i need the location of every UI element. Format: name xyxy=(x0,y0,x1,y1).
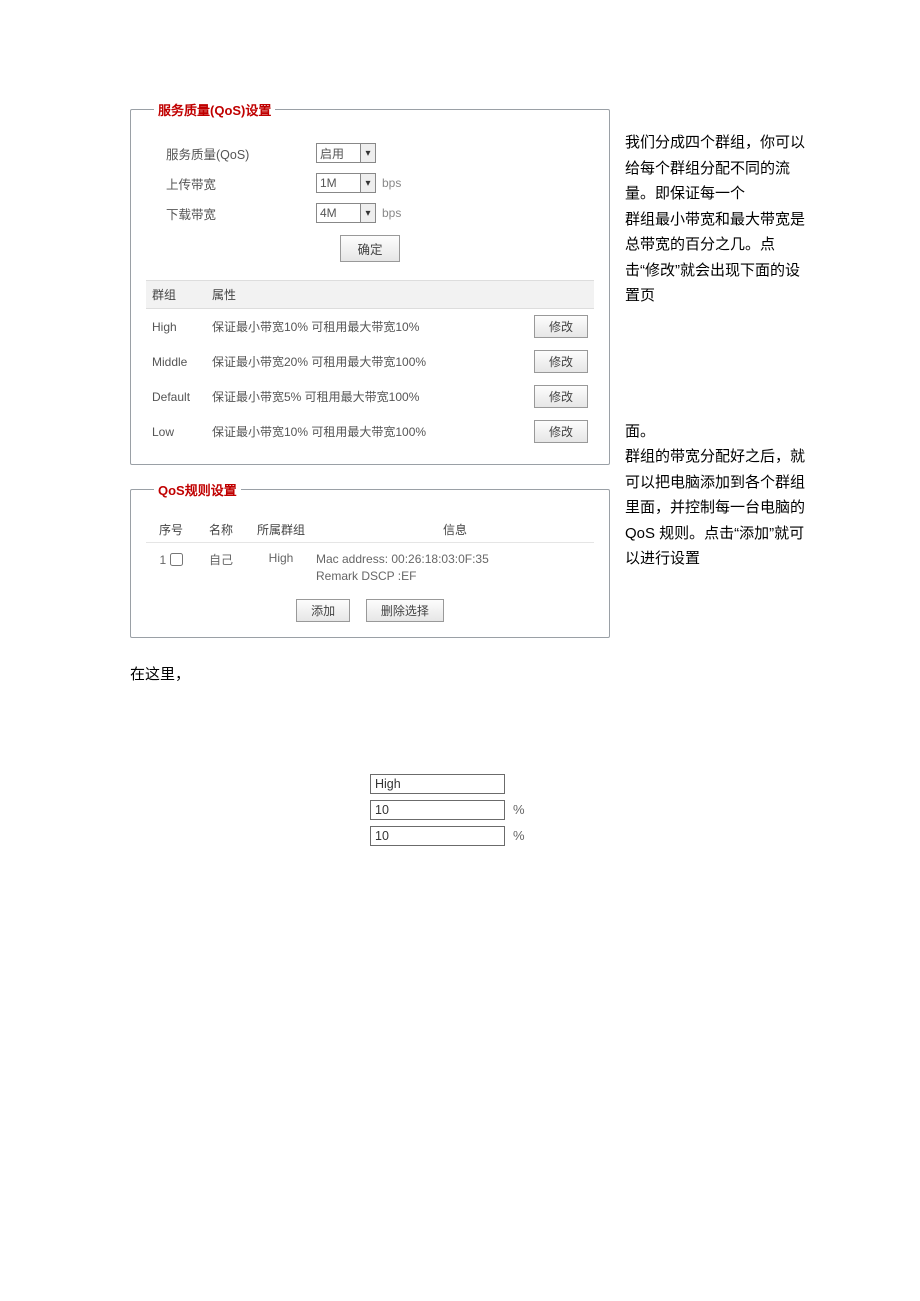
qos-settings-panel: 服务质量(QoS)设置 服务质量(QoS) 启用 ▾ 上传带宽 1M ▾ bps… xyxy=(130,100,610,465)
add-button[interactable]: 添加 xyxy=(296,599,350,622)
side-p4: 群组的带宽分配好之后，就可以把电脑添加到各个群组里面，并控制每一台电脑的QoS … xyxy=(625,444,805,572)
upload-bw-unit: bps xyxy=(382,176,401,190)
upload-bw-row: 上传带宽 1M ▾ bps xyxy=(166,173,594,193)
rules-row: 1 自己 High Mac address: 00:26:18:03:0F:35… xyxy=(146,549,594,593)
modify-button[interactable]: 修改 xyxy=(534,420,588,443)
upload-bw-label: 上传带宽 xyxy=(166,174,316,193)
rule-name: 自己 xyxy=(196,551,246,568)
table-row: High 保证最小带宽10% 可租用最大带宽10% 修改 xyxy=(146,309,594,345)
qos-enable-value: 启用 xyxy=(320,145,344,162)
rule-no: 1 xyxy=(159,553,166,567)
download-bw-select[interactable]: 4M ▾ xyxy=(316,203,376,223)
chevron-down-icon: ▾ xyxy=(360,144,375,162)
percent-label: % xyxy=(513,828,525,843)
group-name: Default xyxy=(146,379,206,414)
qos-enable-select[interactable]: 启用 ▾ xyxy=(316,143,376,163)
rules-header: 序号 名称 所属群组 信息 xyxy=(146,517,594,543)
rule-checkbox[interactable] xyxy=(170,553,183,566)
qos-enable-row: 服务质量(QoS) 启用 ▾ xyxy=(166,143,594,163)
delete-selected-button[interactable]: 删除选择 xyxy=(366,599,444,622)
percent-label: % xyxy=(513,802,525,817)
group-desc: 保证最小带宽20% 可租用最大带宽100% xyxy=(206,344,514,379)
download-bw-label: 下载带宽 xyxy=(166,204,316,223)
table-row: Middle 保证最小带宽20% 可租用最大带宽100% 修改 xyxy=(146,344,594,379)
side-p3: 面。 xyxy=(625,419,805,445)
group-name: High xyxy=(146,309,206,345)
modify-button[interactable]: 修改 xyxy=(534,350,588,373)
table-row: Low 保证最小带宽10% 可租用最大带宽100% 修改 xyxy=(146,414,594,449)
group-name: Middle xyxy=(146,344,206,379)
below-text: 在这里， xyxy=(130,663,920,684)
qos-settings-legend: 服务质量(QoS)设置 xyxy=(154,100,275,119)
group-desc: 保证最小带宽10% 可租用最大带宽10% xyxy=(206,309,514,345)
rules-th-no: 序号 xyxy=(146,521,196,538)
qos-rules-legend: QoS规则设置 xyxy=(154,480,241,499)
chevron-down-icon: ▾ xyxy=(360,204,375,222)
table-row: Default 保证最小带宽5% 可租用最大带宽100% 修改 xyxy=(146,379,594,414)
upload-bw-value: 1M xyxy=(320,176,337,190)
modify-button[interactable]: 修改 xyxy=(534,315,588,338)
confirm-button[interactable]: 确定 xyxy=(340,235,399,262)
side-p1: 我们分成四个群组，你可以给每个群组分配不同的流量。即保证每一个 xyxy=(625,130,805,207)
download-bw-value: 4M xyxy=(320,206,337,220)
modify-button[interactable]: 修改 xyxy=(534,385,588,408)
group-edit-fields: % % xyxy=(370,774,550,846)
groups-th-attr: 属性 xyxy=(206,281,514,309)
download-bw-row: 下载带宽 4M ▾ bps xyxy=(166,203,594,223)
min-bw-input[interactable] xyxy=(370,800,505,820)
qos-enable-label: 服务质量(QoS) xyxy=(166,144,316,163)
side-explanation: 我们分成四个群组，你可以给每个群组分配不同的流量。即保证每一个 群组最小带宽和最… xyxy=(625,100,805,572)
group-desc: 保证最小带宽5% 可租用最大带宽100% xyxy=(206,379,514,414)
group-name: Low xyxy=(146,414,206,449)
groups-th-group: 群组 xyxy=(146,281,206,309)
download-bw-unit: bps xyxy=(382,206,401,220)
groups-th-action xyxy=(514,281,594,309)
groups-table: 群组 属性 High 保证最小带宽10% 可租用最大带宽10% 修改 Middl… xyxy=(146,280,594,449)
rules-th-name: 名称 xyxy=(196,521,246,538)
qos-rules-panel: QoS规则设置 序号 名称 所属群组 信息 1 自己 High Mac addr… xyxy=(130,480,610,638)
rules-th-info: 信息 xyxy=(316,521,594,538)
group-name-input[interactable] xyxy=(370,774,505,794)
rule-info-line2: Remark DSCP :EF xyxy=(316,568,594,585)
chevron-down-icon: ▾ xyxy=(360,174,375,192)
rules-th-group: 所属群组 xyxy=(246,521,316,538)
rule-group: High xyxy=(246,551,316,565)
group-desc: 保证最小带宽10% 可租用最大带宽100% xyxy=(206,414,514,449)
max-bw-input[interactable] xyxy=(370,826,505,846)
upload-bw-select[interactable]: 1M ▾ xyxy=(316,173,376,193)
rule-info-line1: Mac address: 00:26:18:03:0F:35 xyxy=(316,551,594,568)
side-p2: 群组最小带宽和最大带宽是总带宽的百分之几。点击“修改”就会出现下面的设置页 xyxy=(625,207,805,309)
